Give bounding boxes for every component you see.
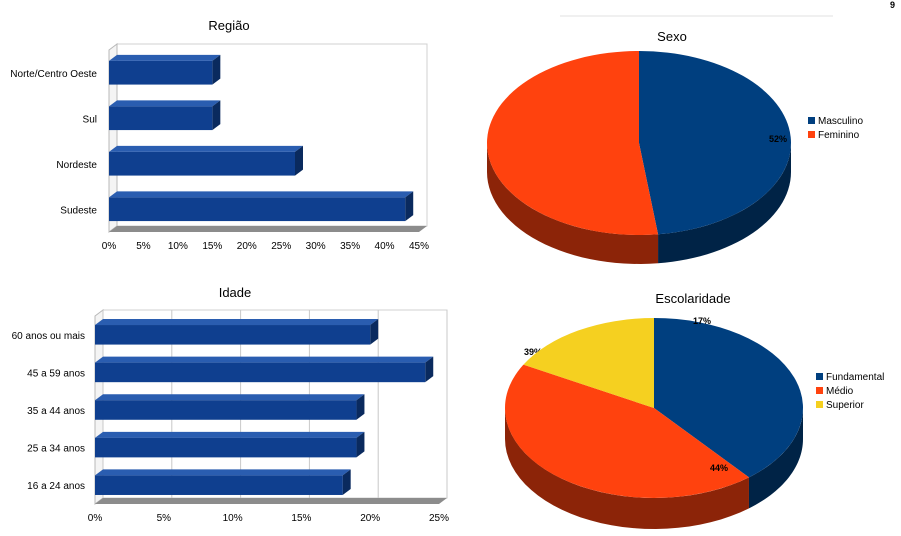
x-tick-label: 25% (429, 513, 449, 524)
floor (95, 498, 447, 504)
bar (109, 151, 295, 176)
pie-value-label: 44% (710, 463, 728, 473)
bar (95, 325, 371, 345)
category-label: 25 a 34 anos (27, 444, 85, 455)
category-label: Sul (83, 114, 97, 125)
bar (109, 197, 406, 222)
bar (95, 400, 357, 420)
bar (95, 362, 426, 383)
bar-end (370, 319, 379, 345)
category-label: Norte/Centro Oeste (10, 69, 97, 80)
x-tick-label: 45% (409, 241, 429, 252)
x-tick-label: 35% (340, 241, 360, 252)
bar (95, 437, 357, 458)
legend-label: Masculino (818, 116, 863, 127)
x-tick-label: 15% (291, 513, 311, 524)
legend-label: Superior (826, 400, 864, 411)
bar-top (109, 191, 414, 198)
bar-end (212, 54, 221, 85)
category-label: Nordeste (56, 160, 97, 171)
pie-slice (639, 51, 792, 235)
category-label: 60 anos ou mais (12, 331, 85, 342)
x-tick-label: 5% (136, 241, 151, 252)
pie-slice-side (487, 143, 659, 264)
bar-top (109, 100, 221, 107)
bar-end (342, 469, 351, 495)
pie-slice (487, 51, 659, 235)
bar-chart-2: Idade 0% 5% 10% 15% 20% 25% 60 anos ou mais 45 a… (12, 285, 450, 524)
bar-top (109, 145, 303, 152)
pie-slice-side (748, 408, 803, 509)
pie-slice (654, 318, 804, 478)
chart-title: Escolaridade (655, 291, 730, 306)
x-tick-label: 20% (360, 513, 380, 524)
page-number: 9 (889, 0, 895, 10)
bar-top (95, 431, 365, 438)
pie-value-label: 17% (693, 316, 711, 326)
category-label: 16 a 24 anos (27, 481, 85, 492)
category-label: 35 a 44 anos (27, 406, 85, 417)
bar-end (212, 100, 221, 131)
bar (109, 106, 213, 131)
bar-top (109, 54, 221, 61)
legend-label: Médio (826, 386, 854, 397)
bar-end (405, 191, 414, 222)
legend-label: Feminino (818, 130, 860, 141)
bar-top (95, 356, 434, 363)
pie-value-label: 52% (769, 134, 787, 144)
x-tick-label: 25% (271, 241, 291, 252)
legend-swatch (816, 373, 823, 380)
x-tick-label: 40% (375, 241, 395, 252)
x-tick-label: 0% (88, 513, 103, 524)
category-label: Sudeste (60, 205, 97, 216)
pie-value-label: 39% (524, 347, 542, 357)
bar (95, 475, 343, 495)
pie-slice (504, 364, 749, 498)
pie-slice-side (505, 408, 749, 529)
legend-swatch (816, 401, 823, 408)
x-tick-label: 15% (202, 241, 222, 252)
pie-slice-side (658, 143, 791, 264)
pie-chart-3: Escolaridade 39% 44% 17% Fundamental Médio Sup… (504, 291, 884, 529)
legend-swatch (808, 131, 815, 138)
x-tick-label: 20% (237, 241, 257, 252)
x-tick-label: 10% (168, 241, 188, 252)
bar-top (95, 319, 379, 326)
x-tick-label: 10% (223, 513, 243, 524)
category-label: 45 a 59 anos (27, 368, 85, 379)
legend-swatch (816, 387, 823, 394)
bar-end (356, 431, 365, 458)
pie-slice (523, 318, 654, 408)
bar-end (295, 145, 303, 176)
bar-end (425, 356, 434, 383)
x-tick-label: 5% (157, 513, 172, 524)
bar (109, 60, 213, 85)
chart-title: Sexo (657, 29, 687, 44)
chart-title: Região (208, 18, 249, 33)
legend-label: Fundamental (826, 372, 884, 383)
bar-top (95, 394, 365, 401)
bar-chart-0: Região 0% 5% 10% 15% 20% 25% 30% 35% 40% 45% Norte/… (10, 18, 429, 252)
x-tick-label: 30% (306, 241, 326, 252)
floor (109, 226, 427, 232)
x-tick-label: 0% (102, 241, 117, 252)
chart-title: Idade (219, 285, 252, 300)
bar-top (95, 469, 351, 476)
legend-swatch (808, 117, 815, 124)
bar-end (356, 394, 365, 420)
